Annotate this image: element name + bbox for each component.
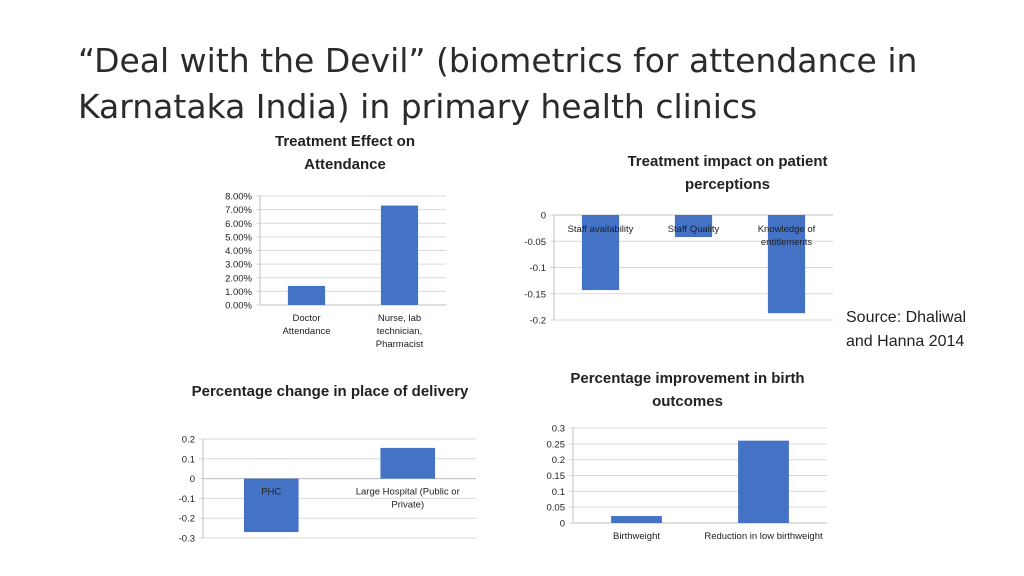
y-tick-label: -0.05 xyxy=(524,237,546,248)
chart-delivery: Percentage change in place of delivery 0… xyxy=(160,380,485,550)
chart-perceptions-svg: 0 -0.05 -0.1 -0.15 -0.2 Staff availability Sta… xyxy=(524,211,833,327)
y-tick-label: 0.15 xyxy=(547,471,566,482)
y-tick-label: 0.1 xyxy=(182,454,195,465)
chart-perceptions: Treatment impact on patient perceptions … xyxy=(500,148,845,338)
category-label: Staff Quality xyxy=(668,224,720,235)
chart-title: Treatment Effect on Attendance xyxy=(274,133,416,173)
y-tick-label: 0.3 xyxy=(552,424,565,435)
y-tick-label: 3.00% xyxy=(225,260,252,271)
y-tick-label: 0.00% xyxy=(225,301,252,312)
bar xyxy=(380,447,436,479)
y-tick-label: 0.2 xyxy=(552,455,565,466)
bar xyxy=(287,285,326,305)
y-tick-label: -0.2 xyxy=(179,514,195,525)
y-tick-label: 0.05 xyxy=(547,503,566,514)
bar xyxy=(767,215,806,314)
bar xyxy=(243,478,299,533)
chart-title: Percentage change in place of delivery xyxy=(191,383,469,400)
y-tick-label: 4.00% xyxy=(225,246,252,257)
chart-attendance: Treatment Effect on Attendance 0.00% 1.00… xyxy=(200,130,490,360)
y-tick-label: -0.2 xyxy=(530,316,546,327)
y-tick-label: 8.00% xyxy=(225,192,252,203)
chart-delivery-svg: 0.2 0.1 0 -0.1 -0.2 -0.3 PHC Large Hospital (Pu… xyxy=(179,435,476,545)
y-tick-label: 6.00% xyxy=(225,219,252,230)
y-tick-label: 0.25 xyxy=(547,439,566,450)
bar xyxy=(380,205,419,305)
bar xyxy=(674,215,713,238)
category-label: Knowledge of entitlements xyxy=(758,224,816,248)
y-tick-label: 0 xyxy=(190,474,195,485)
y-tick-label: 1.00% xyxy=(225,287,252,298)
bar xyxy=(738,440,789,523)
category-label: Birthweight xyxy=(613,531,660,542)
y-tick-label: 0.2 xyxy=(182,435,195,446)
bar xyxy=(611,516,662,523)
bar xyxy=(581,215,620,291)
chart-attendance-svg: 0.00% 1.00% 2.00% 3.00% 4.00% 5.00% 6.00% 7.00%… xyxy=(225,192,446,350)
category-label: Doctor Attendance xyxy=(282,313,330,337)
y-tick-label: -0.1 xyxy=(530,263,546,274)
chart-title: Treatment impact on patient perceptions xyxy=(627,153,828,193)
source-citation: Source: Dhaliwal and Hanna 2014 xyxy=(846,306,966,354)
slide-title: “Deal with the Devil” (biometrics for at… xyxy=(78,41,918,126)
y-tick-label: -0.15 xyxy=(524,289,546,300)
y-tick-label: 5.00% xyxy=(225,232,252,243)
y-tick-label: 7.00% xyxy=(225,205,252,216)
source-line: Source: Dhaliwal xyxy=(846,309,967,326)
category-label: Nurse, lab technician, Pharmacist xyxy=(376,313,424,350)
category-label: Staff availability xyxy=(568,224,634,235)
y-tick-label: 0 xyxy=(541,211,546,222)
category-label: Large Hospital (Public or Private) xyxy=(356,487,460,511)
y-tick-label: 0.1 xyxy=(552,487,565,498)
chart-title: Percentage improvement in birth outcomes xyxy=(570,370,805,410)
source-line: and Hanna 2014 xyxy=(846,333,965,350)
chart-birth: Percentage improvement in birth outcomes… xyxy=(530,367,835,552)
y-tick-label: 0 xyxy=(560,519,565,530)
chart-birth-svg: 0 0.05 0.1 0.15 0.2 0.25 0.3 Birthweight Reducti… xyxy=(547,424,827,542)
category-label: PHC xyxy=(261,487,281,498)
y-tick-label: -0.3 xyxy=(179,534,195,545)
category-label: Reduction in low birthweight xyxy=(704,531,823,542)
y-tick-label: 2.00% xyxy=(225,273,252,284)
y-tick-label: -0.1 xyxy=(179,494,195,505)
